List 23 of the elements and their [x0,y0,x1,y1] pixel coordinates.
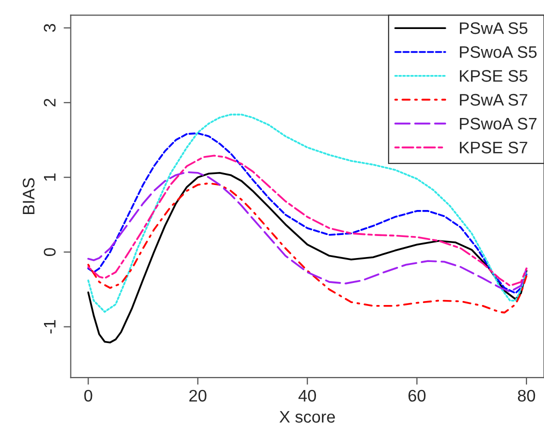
line-series [87,182,528,314]
legend-label: KPSE S5 [460,70,528,82]
line-series [87,171,528,293]
legend-label: PSwoA S5 [460,46,537,58]
x-axis-title: X score [279,411,335,423]
x-tick-label: 20 [189,390,206,402]
legend-label: PSwoA S7 [460,118,536,130]
line-series [87,172,528,344]
x-tick-label: 0 [84,390,92,402]
y-tick-label: 1 [44,174,56,181]
y-tick-label: 2 [44,98,56,106]
y-tick-label: 3 [44,24,56,32]
x-tick-label: 80 [518,390,536,402]
legend-label: PSwA S5 [460,22,528,34]
line-series [87,154,528,287]
y-tick-label: 0 [44,248,56,256]
legend-label: KPSE S7 [460,142,528,154]
legend-label: PSwA S7 [460,94,528,106]
y-axis-title: BIAS [22,178,35,214]
y-tick-label: -1 [44,320,56,334]
x-tick-label: 40 [298,390,316,402]
x-tick-label: 60 [408,390,426,402]
line-series [87,132,528,294]
